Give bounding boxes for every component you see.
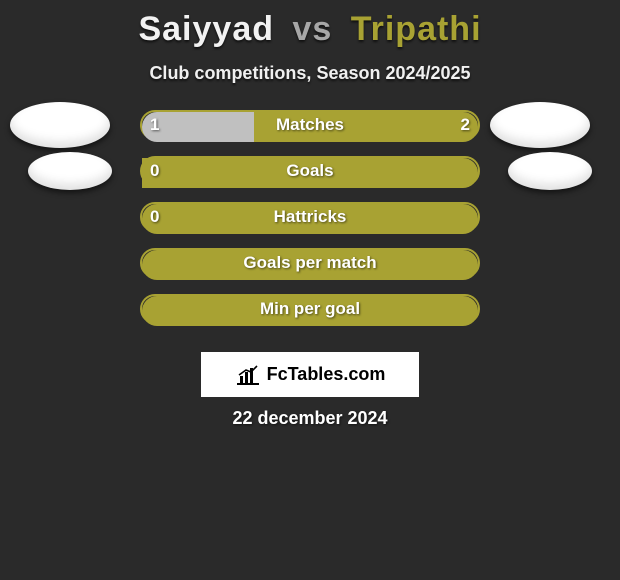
bar-track: [140, 110, 480, 140]
bar-track: [140, 202, 480, 232]
player2-avatar: [490, 102, 590, 148]
stat-row: Min per goal: [0, 294, 620, 340]
stat-row: Hattricks0: [0, 202, 620, 248]
stat-row: Goals0: [0, 156, 620, 202]
player2-avatar: [508, 152, 592, 190]
player1-avatar: [10, 102, 110, 148]
stat-row: Goals per match: [0, 248, 620, 294]
right-segment: [142, 158, 478, 188]
player1-name: Saiyyad: [138, 10, 274, 48]
bar-track: [140, 156, 480, 186]
fctables-logo: FcTables.com: [201, 352, 419, 397]
comparison-card: Saiyyad vs Tripathi Club competitions, S…: [0, 0, 620, 580]
right-segment: [142, 296, 478, 326]
player1-avatar: [28, 152, 112, 190]
vs-separator: vs: [292, 10, 332, 48]
left-segment: [142, 112, 254, 142]
comparison-rows: Matches12Goals0Hattricks0Goals per match…: [0, 110, 620, 340]
bar-track: [140, 294, 480, 324]
subtitle: Club competitions, Season 2024/2025: [0, 63, 620, 84]
logo-text: FcTables.com: [267, 364, 386, 385]
generation-date: 22 december 2024: [0, 408, 620, 429]
title: Saiyyad vs Tripathi: [0, 0, 620, 49]
stat-row: Matches12: [0, 110, 620, 156]
right-segment: [142, 204, 478, 234]
right-segment: [254, 112, 478, 142]
bar-track: [140, 248, 480, 278]
player2-name: Tripathi: [351, 10, 482, 48]
right-segment: [142, 250, 478, 280]
bar-chart-icon: [235, 364, 261, 386]
